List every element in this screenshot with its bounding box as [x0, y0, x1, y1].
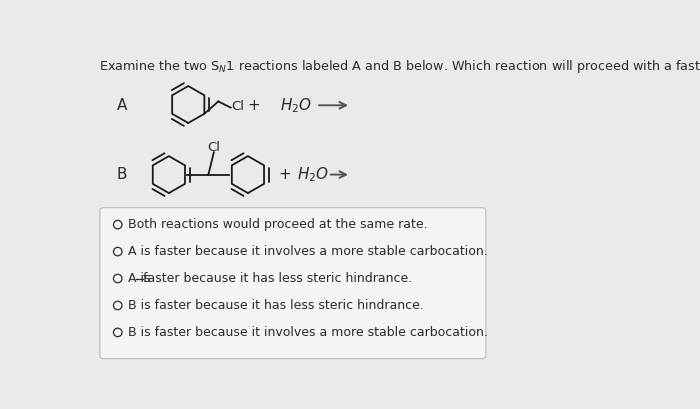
Text: Cl: Cl — [232, 99, 244, 112]
Text: $H_2O$: $H_2O$ — [280, 96, 312, 115]
Text: Cl: Cl — [207, 141, 220, 154]
Text: A is: A is — [128, 272, 150, 285]
Text: B is faster because it has less steric hindrance.: B is faster because it has less steric h… — [128, 299, 424, 312]
Text: +: + — [248, 98, 260, 113]
Text: A is faster because it involves a more stable carbocation.: A is faster because it involves a more s… — [128, 245, 487, 258]
Text: A: A — [117, 98, 127, 113]
Text: Both reactions would proceed at the same rate.: Both reactions would proceed at the same… — [128, 218, 428, 231]
Text: faster because it has less steric hindrance.: faster because it has less steric hindra… — [143, 272, 412, 285]
Text: B is faster because it involves a more stable carbocation.: B is faster because it involves a more s… — [128, 326, 488, 339]
Text: $H_2O$: $H_2O$ — [297, 165, 329, 184]
Text: Examine the two S$_N$1 reactions labeled A and B below. Which reaction will proc: Examine the two S$_N$1 reactions labeled… — [99, 58, 700, 75]
Text: B: B — [117, 167, 127, 182]
Text: +: + — [279, 167, 291, 182]
FancyBboxPatch shape — [100, 208, 486, 359]
